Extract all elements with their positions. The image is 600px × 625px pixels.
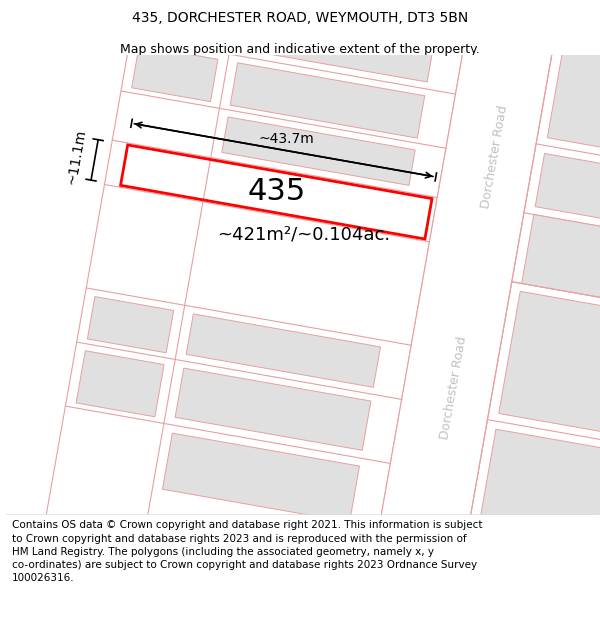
Text: Contains OS data © Crown copyright and database right 2021. This information is : Contains OS data © Crown copyright and d… bbox=[12, 521, 482, 583]
Text: ~11.1m: ~11.1m bbox=[65, 128, 89, 186]
Text: Map shows position and indicative extent of the property.: Map shows position and indicative extent… bbox=[120, 43, 480, 56]
Polygon shape bbox=[131, 46, 218, 102]
Text: Dorchester Road: Dorchester Road bbox=[438, 336, 469, 441]
Polygon shape bbox=[535, 154, 600, 229]
Polygon shape bbox=[547, 45, 600, 161]
Polygon shape bbox=[521, 214, 600, 306]
Polygon shape bbox=[466, 429, 600, 625]
Polygon shape bbox=[142, 0, 231, 46]
Text: ~421m²/~0.104ac.: ~421m²/~0.104ac. bbox=[217, 226, 391, 244]
Polygon shape bbox=[499, 291, 600, 436]
Polygon shape bbox=[186, 314, 380, 388]
Text: 435, DORCHESTER ROAD, WEYMOUTH, DT3 5BN: 435, DORCHESTER ROAD, WEYMOUTH, DT3 5BN bbox=[132, 11, 468, 25]
Polygon shape bbox=[163, 433, 359, 522]
Polygon shape bbox=[76, 351, 164, 417]
Polygon shape bbox=[175, 368, 371, 451]
Polygon shape bbox=[222, 117, 415, 186]
Polygon shape bbox=[88, 296, 173, 352]
Polygon shape bbox=[368, 20, 555, 607]
Text: ~43.7m: ~43.7m bbox=[259, 132, 314, 146]
Polygon shape bbox=[240, 0, 437, 82]
Text: 435: 435 bbox=[247, 177, 305, 206]
Polygon shape bbox=[230, 62, 425, 138]
Text: Dorchester Road: Dorchester Road bbox=[479, 104, 510, 209]
